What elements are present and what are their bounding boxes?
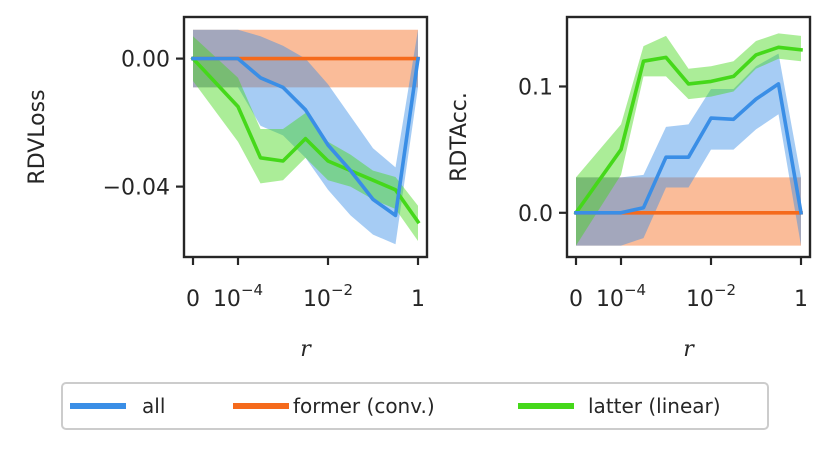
x-tick-label: 10−2 [303, 281, 353, 312]
x-tick-label: 0 [186, 287, 200, 312]
x-tick-label: 10−4 [213, 281, 263, 312]
x-axis-label: r [300, 337, 312, 362]
y-axis-label: RDTAcc. [447, 92, 472, 182]
x-tick-label: 10−4 [596, 281, 646, 312]
x-axis-label: r [683, 337, 695, 362]
x-tick-label: 10−2 [686, 281, 736, 312]
line-latter-linear [190, 56, 421, 225]
legend: all former (conv.) latter (linear) [61, 382, 769, 430]
x-tick-label: 0 [569, 287, 583, 312]
legend-label-former: former (conv.) [293, 394, 435, 418]
y-tick-label: 0.1 [518, 75, 553, 100]
line-all [574, 82, 804, 215]
legend-label-latter: latter (linear) [588, 394, 721, 418]
line-latter-linear [573, 45, 803, 216]
axes-frame [565, 15, 812, 259]
band-latter-linear [576, 33, 801, 246]
y-tick-label: 0.00 [121, 48, 170, 73]
y-axis-label: RDVLoss [25, 89, 50, 184]
panel-rdvloss: 0.00 −0.04 0 10−4 10−2 1 RDVLoss r [25, 15, 429, 362]
band-all [576, 53, 801, 246]
x-tick-label: 1 [411, 287, 425, 312]
line-all [191, 56, 421, 218]
y-tick-label: −0.04 [103, 176, 170, 201]
axes-frame [182, 15, 429, 259]
x-tick-label: 1 [794, 287, 808, 312]
legend-frame [61, 382, 769, 430]
y-tick-label: 0.0 [518, 202, 553, 227]
panel-rdtacc: 0.0 0.1 0 10−4 10−2 1 RDTAcc. r [447, 15, 812, 362]
legend-label-all: all [142, 394, 165, 418]
